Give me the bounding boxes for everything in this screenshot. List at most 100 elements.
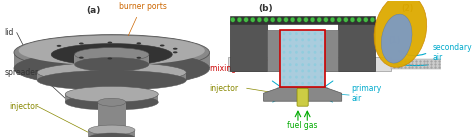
Circle shape <box>264 17 268 22</box>
Bar <box>14 52 210 68</box>
Circle shape <box>283 17 288 22</box>
Circle shape <box>289 76 292 79</box>
Bar <box>74 55 149 64</box>
Circle shape <box>314 57 317 60</box>
Text: (1): (1) <box>389 36 401 45</box>
Bar <box>230 20 267 71</box>
Bar <box>37 72 186 80</box>
Ellipse shape <box>79 57 83 58</box>
Ellipse shape <box>160 45 164 46</box>
Circle shape <box>314 51 317 54</box>
Ellipse shape <box>18 36 205 65</box>
Bar <box>280 30 325 87</box>
Text: spreader: spreader <box>5 68 39 77</box>
Ellipse shape <box>173 51 178 53</box>
Circle shape <box>357 17 362 22</box>
Circle shape <box>295 32 298 35</box>
Circle shape <box>324 17 328 22</box>
Circle shape <box>289 69 292 72</box>
Circle shape <box>308 76 310 79</box>
Circle shape <box>308 63 310 66</box>
Bar <box>338 20 375 71</box>
Circle shape <box>301 69 304 72</box>
Circle shape <box>289 57 292 60</box>
Circle shape <box>337 17 342 22</box>
Text: (2): (2) <box>401 4 414 13</box>
Circle shape <box>283 45 285 48</box>
Circle shape <box>230 17 235 22</box>
Circle shape <box>320 38 323 41</box>
Text: injector: injector <box>210 84 238 93</box>
Ellipse shape <box>79 42 83 45</box>
Circle shape <box>290 17 295 22</box>
Circle shape <box>289 63 292 66</box>
Circle shape <box>314 38 317 41</box>
Circle shape <box>320 69 323 72</box>
Bar <box>89 130 135 137</box>
Circle shape <box>295 38 298 41</box>
Circle shape <box>295 82 298 85</box>
Ellipse shape <box>381 14 412 63</box>
Ellipse shape <box>160 55 164 57</box>
Circle shape <box>320 63 323 66</box>
Bar <box>318 30 338 71</box>
Ellipse shape <box>14 35 210 70</box>
Ellipse shape <box>51 44 172 65</box>
Circle shape <box>314 45 317 48</box>
Ellipse shape <box>173 48 178 50</box>
Circle shape <box>289 51 292 54</box>
Circle shape <box>295 76 298 79</box>
Bar <box>228 58 391 71</box>
Circle shape <box>295 51 298 54</box>
Circle shape <box>283 38 285 41</box>
Bar <box>98 102 126 132</box>
Circle shape <box>295 45 298 48</box>
Circle shape <box>283 63 285 66</box>
Circle shape <box>308 32 310 35</box>
Circle shape <box>308 82 310 85</box>
Circle shape <box>308 57 310 60</box>
Circle shape <box>330 17 335 22</box>
Circle shape <box>297 17 301 22</box>
Text: lid: lid <box>5 28 14 37</box>
Circle shape <box>314 76 317 79</box>
Circle shape <box>257 17 262 22</box>
Circle shape <box>320 76 323 79</box>
Circle shape <box>320 32 323 35</box>
Text: burner ports: burner ports <box>119 2 167 11</box>
Circle shape <box>289 32 292 35</box>
Circle shape <box>295 63 298 66</box>
Circle shape <box>301 38 304 41</box>
Ellipse shape <box>108 58 112 59</box>
Circle shape <box>301 51 304 54</box>
Circle shape <box>308 69 310 72</box>
Circle shape <box>295 57 298 60</box>
Text: injector: injector <box>9 102 38 111</box>
Ellipse shape <box>65 86 158 102</box>
Circle shape <box>370 17 375 22</box>
Ellipse shape <box>65 94 158 110</box>
Circle shape <box>250 17 255 22</box>
Text: primary
air: primary air <box>351 84 381 103</box>
Circle shape <box>308 45 310 48</box>
Circle shape <box>320 45 323 48</box>
Circle shape <box>277 17 282 22</box>
Ellipse shape <box>37 70 186 90</box>
FancyBboxPatch shape <box>297 88 308 106</box>
Circle shape <box>283 69 285 72</box>
Ellipse shape <box>37 62 186 82</box>
Ellipse shape <box>57 45 61 47</box>
Ellipse shape <box>137 57 141 59</box>
Circle shape <box>283 32 285 35</box>
Circle shape <box>320 51 323 54</box>
Ellipse shape <box>74 48 149 62</box>
Text: secondary
air: secondary air <box>433 43 473 62</box>
Circle shape <box>301 32 304 35</box>
Bar <box>65 94 158 102</box>
Ellipse shape <box>98 98 126 106</box>
Circle shape <box>320 57 323 60</box>
Circle shape <box>314 69 317 72</box>
Circle shape <box>301 76 304 79</box>
Bar <box>230 16 375 24</box>
Ellipse shape <box>374 0 427 67</box>
